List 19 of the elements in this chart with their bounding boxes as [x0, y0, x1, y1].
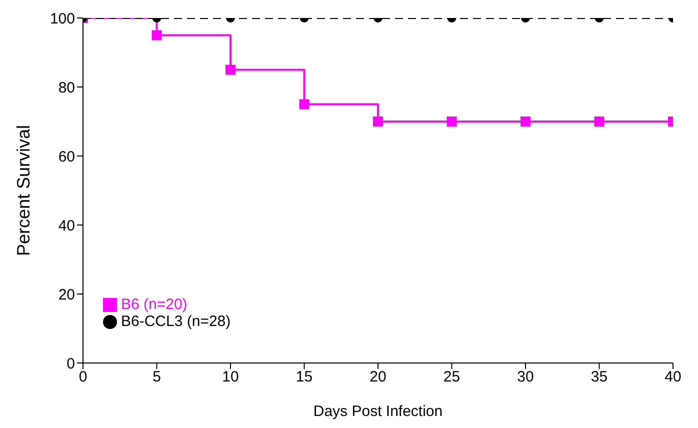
- x-tick-label: 30: [517, 368, 534, 386]
- x-tick-label: 20: [370, 368, 386, 386]
- x-tick-label: 5: [152, 368, 161, 386]
- y-tick-label: 80: [58, 79, 75, 96]
- y-tick-label: 0: [66, 355, 75, 372]
- x-tick-label: 25: [443, 368, 460, 386]
- legend-label: B6-CCL3 (n=28): [121, 313, 231, 330]
- x-tick-label: 35: [590, 368, 608, 386]
- x-tick-label: 40: [664, 368, 682, 386]
- legend-label: B6 (n=20): [121, 296, 188, 313]
- y-tick-label: 40: [58, 217, 75, 234]
- x-tick-label: 10: [222, 368, 239, 386]
- y-tick-label: 20: [58, 286, 75, 304]
- x-tick-label: 0: [78, 368, 88, 386]
- x-axis-title: Days Post Infection: [313, 403, 443, 420]
- y-axis-title: Percent Survival: [13, 124, 34, 256]
- y-tick-label: 60: [58, 148, 75, 166]
- y-tick-label: 100: [50, 10, 75, 28]
- x-tick-label: 15: [296, 368, 313, 386]
